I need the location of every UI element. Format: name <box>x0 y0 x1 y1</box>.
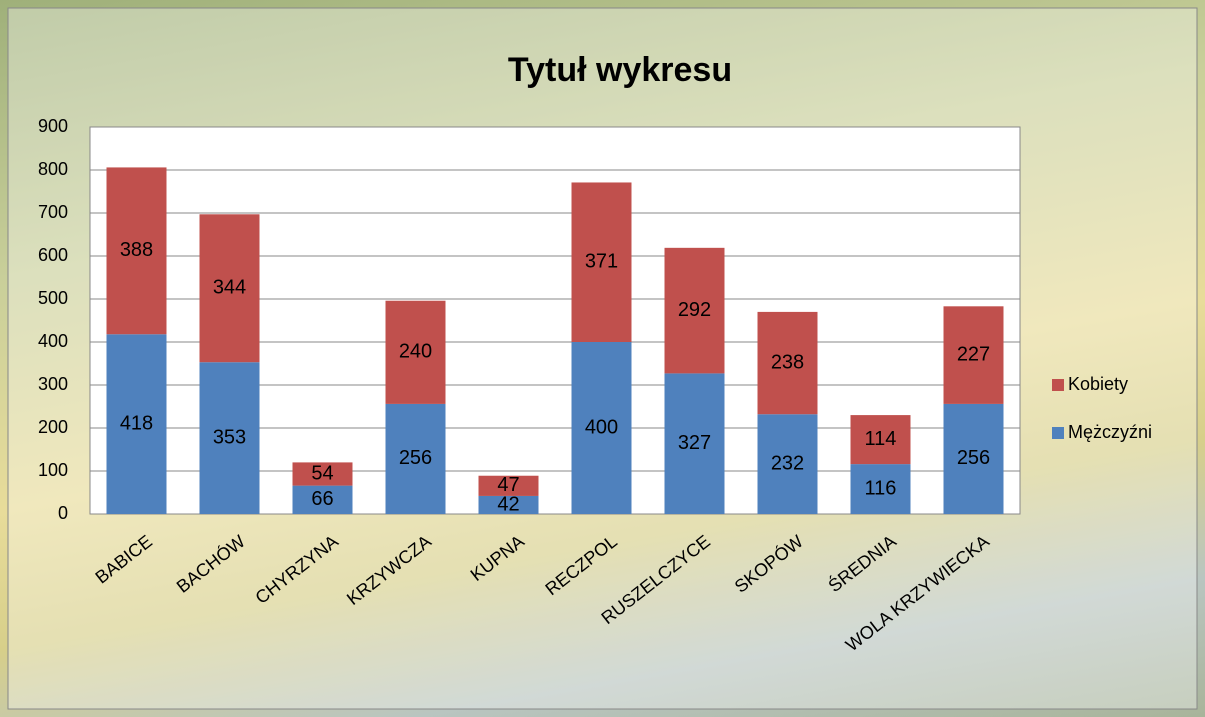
bar-segment <box>292 485 353 514</box>
data-label: 400 <box>585 416 618 438</box>
bar-segment <box>106 167 167 335</box>
y-tick-label: 200 <box>38 417 68 437</box>
data-label: 238 <box>771 351 804 373</box>
bar-segment <box>664 373 725 514</box>
y-tick-label: 500 <box>38 288 68 308</box>
data-label: 66 <box>311 488 333 510</box>
bar-segment <box>943 403 1004 514</box>
bar-segment <box>478 495 539 514</box>
data-label: 54 <box>311 462 333 484</box>
data-label: 256 <box>399 447 432 469</box>
data-label: 344 <box>213 277 246 299</box>
y-tick-label: 800 <box>38 159 68 179</box>
legend-label: Mężczyźni <box>1068 422 1152 442</box>
y-tick-label: 400 <box>38 331 68 351</box>
bar-segment <box>664 247 725 374</box>
bar-segment <box>757 414 818 514</box>
bar-segment <box>106 334 167 514</box>
data-label: 353 <box>213 426 246 448</box>
data-label: 327 <box>678 432 711 454</box>
data-label: 240 <box>399 341 432 363</box>
y-tick-label: 300 <box>38 374 68 394</box>
bar-segment <box>199 214 260 363</box>
bar-segment <box>385 403 446 514</box>
data-label: 388 <box>120 239 153 261</box>
bar-segment <box>943 306 1004 404</box>
bar-segment <box>199 362 260 514</box>
bar-segment <box>571 182 632 342</box>
data-label: 292 <box>678 299 711 321</box>
chart-title: Tytuł wykresu <box>508 51 732 89</box>
data-label: 256 <box>957 447 990 469</box>
bar-segment <box>571 342 632 514</box>
y-tick-label: 100 <box>38 460 68 480</box>
data-label: 114 <box>865 428 897 450</box>
data-label: 42 <box>497 493 519 515</box>
bar-segment <box>292 462 353 486</box>
bar-segment <box>478 475 539 496</box>
data-label: 418 <box>120 412 153 434</box>
bar-segment <box>385 300 446 404</box>
legend-label: Kobiety <box>1068 374 1128 394</box>
data-label: 371 <box>585 251 618 273</box>
y-tick-label: 0 <box>58 503 68 523</box>
bar-segment <box>850 464 911 514</box>
data-label: 227 <box>957 343 990 365</box>
legend-swatch <box>1052 379 1064 391</box>
bar-segment <box>757 311 818 415</box>
data-label: 47 <box>497 474 519 496</box>
y-tick-label: 600 <box>38 245 68 265</box>
y-tick-label: 900 <box>38 116 68 136</box>
legend-swatch <box>1052 427 1064 439</box>
y-tick-label: 700 <box>38 202 68 222</box>
data-label: 232 <box>771 452 804 474</box>
data-label: 116 <box>865 477 897 499</box>
bar-segment <box>850 415 911 465</box>
